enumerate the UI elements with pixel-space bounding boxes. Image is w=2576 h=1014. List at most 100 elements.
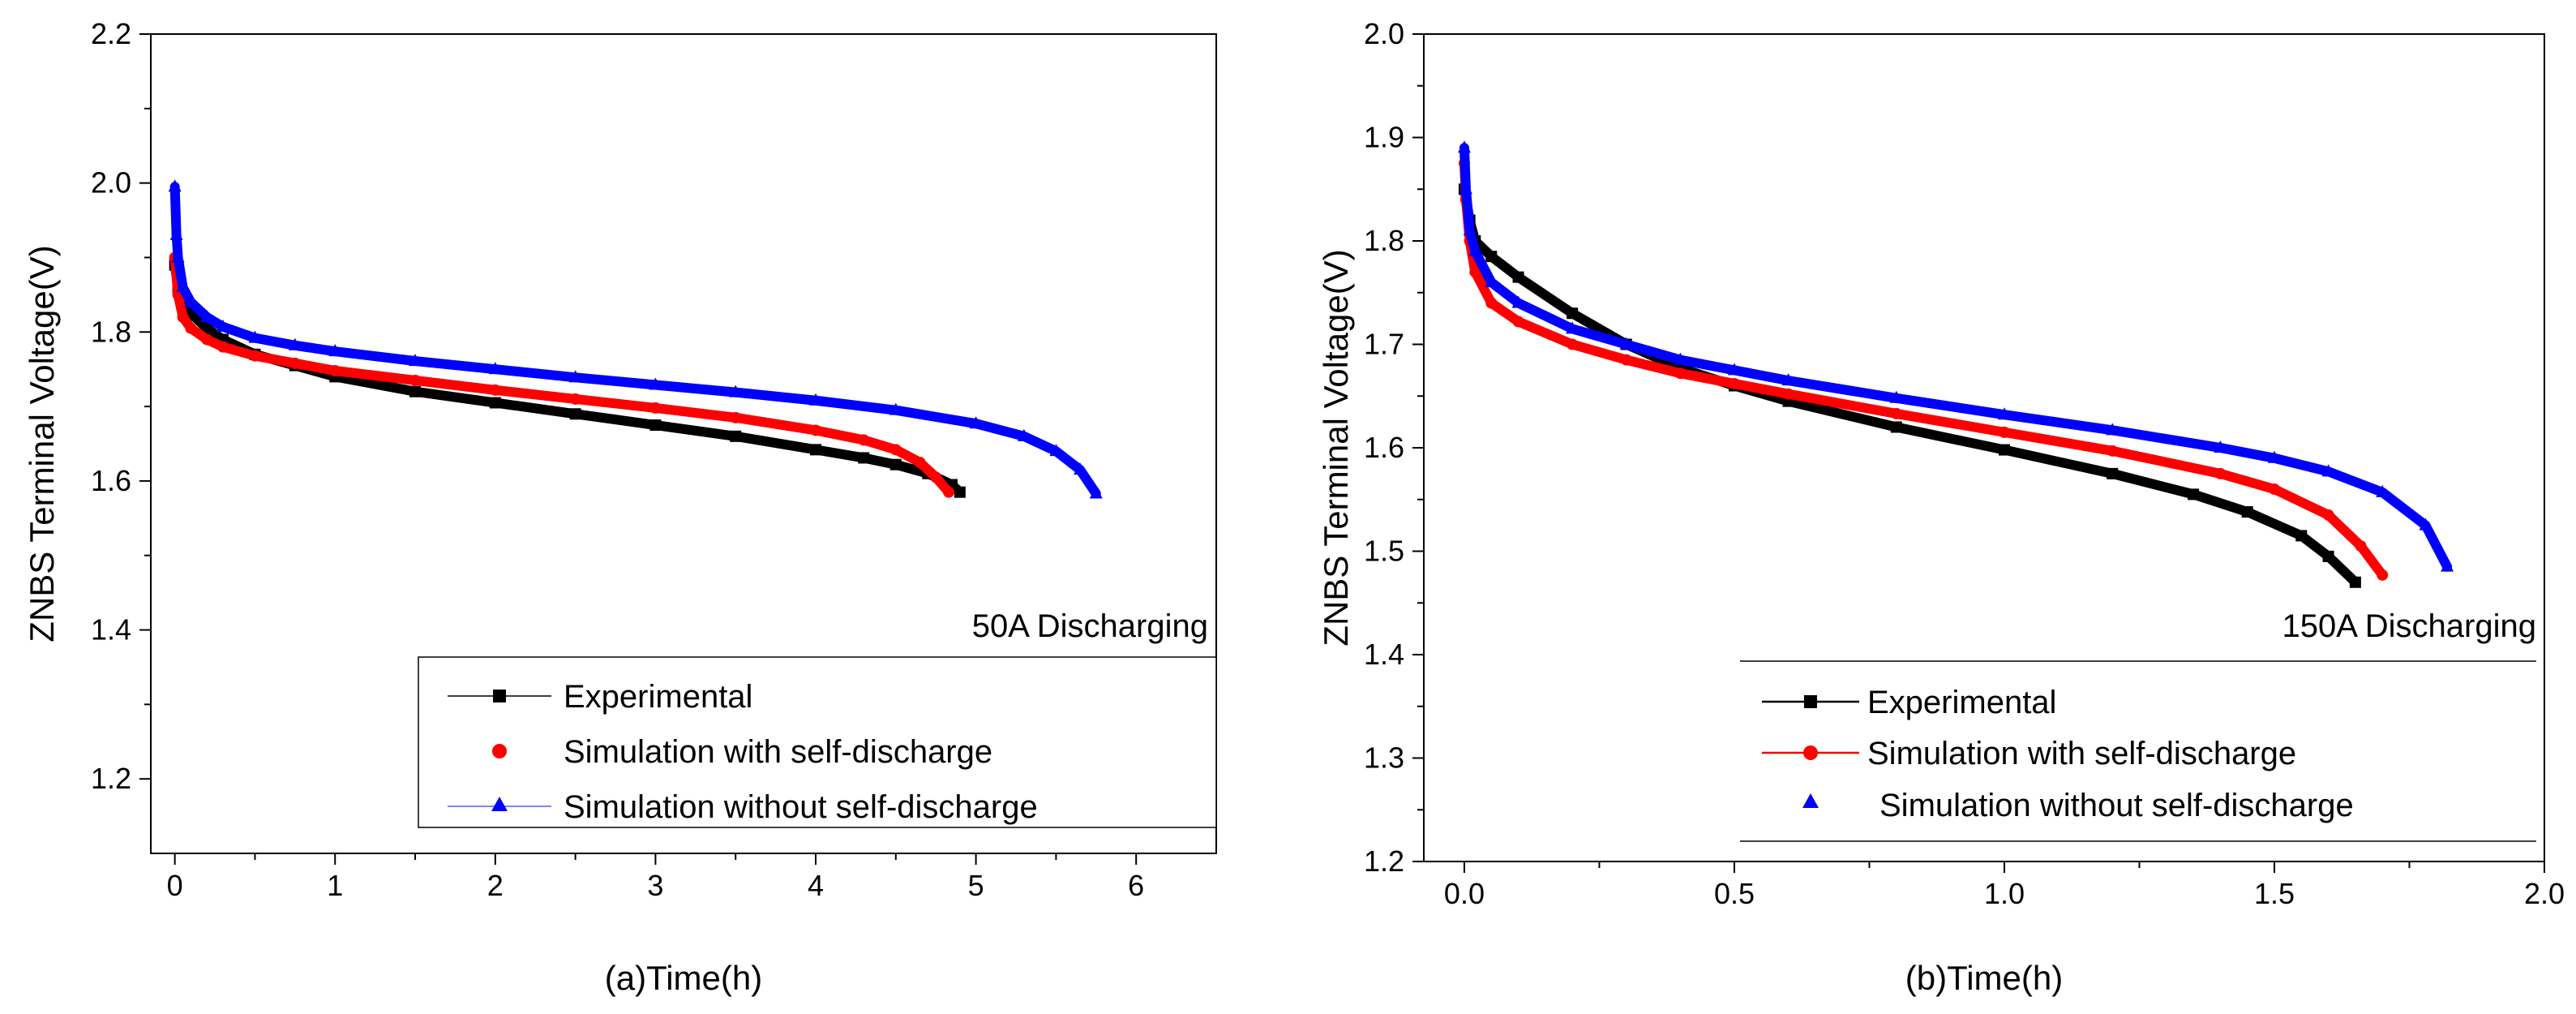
data-point <box>2419 518 2432 531</box>
x-axis-title: (a)Time(h) <box>605 959 762 997</box>
legend-marker-without-self-discharge <box>491 797 508 811</box>
data-point <box>1485 275 1498 287</box>
x-tick-label: 6 <box>1128 869 1144 902</box>
x-tick-label: 3 <box>647 869 663 902</box>
y-tick-label: 2.2 <box>91 17 131 50</box>
data-point <box>409 385 422 397</box>
data-point <box>2376 484 2390 497</box>
data-point <box>409 354 422 367</box>
legend-label-experimental: Experimental <box>564 679 752 715</box>
series-line-experimental <box>1459 184 2360 587</box>
discharging-annotation: 50A Discharging <box>972 608 1208 644</box>
data-point <box>1997 407 2011 420</box>
data-point <box>489 397 501 409</box>
series-layer <box>1457 140 2454 588</box>
plot-area: 0 1 2 3 4 5 6 1.2 1.4 1.6 1.8 2.0 2.2 <box>91 17 1217 902</box>
data-point <box>2107 445 2119 457</box>
chart-panel-a: 0 1 2 3 4 5 6 1.2 1.4 1.6 1.8 2.0 2.2 (a)Time(h) ZN… <box>23 17 1217 997</box>
data-point <box>889 444 902 456</box>
data-point <box>289 357 301 369</box>
data-point <box>649 377 662 390</box>
data-point <box>730 430 742 442</box>
series-simulation-with-self-discharge <box>169 251 955 498</box>
data-point <box>328 344 342 357</box>
legend-label-without-self-discharge: Simulation without self-discharge <box>564 789 1038 825</box>
data-point <box>2107 467 2119 479</box>
data-point <box>914 456 926 468</box>
data-point <box>2355 540 2367 552</box>
data-point <box>1074 462 1087 475</box>
data-point <box>1485 297 1498 309</box>
y-tick-label: 2.0 <box>91 166 131 200</box>
data-point <box>2214 467 2227 479</box>
series-layer <box>168 179 1103 499</box>
data-point <box>729 385 743 397</box>
y-axis-title: ZNBS Terminal Voltage(V) <box>23 245 61 642</box>
y-ticks: 1.2 1.3 1.4 1.5 1.6 1.7 1.8 1.9 2.0 <box>1364 17 1424 878</box>
data-point <box>569 408 581 420</box>
legend-entry-experimental: Experimental <box>448 679 752 715</box>
x-tick-label: 0 <box>167 869 183 902</box>
y-tick-label: 2.0 <box>1364 17 1404 50</box>
data-point <box>2214 440 2227 453</box>
x-tick-label: 2 <box>487 869 504 902</box>
data-point <box>288 337 302 350</box>
legend-entry-with-self-discharge: Simulation with self-discharge <box>492 734 992 770</box>
series-line-simulation-without-self-discharge <box>1459 143 2453 572</box>
legend-label-with-self-discharge: Simulation with self-discharge <box>1867 736 2296 771</box>
data-point <box>2322 509 2334 521</box>
data-point <box>2268 483 2280 495</box>
legend: Experimental Simulation with self-discha… <box>418 656 1217 828</box>
data-point <box>1511 295 1525 308</box>
data-point <box>1728 377 1740 389</box>
data-point <box>1620 354 1632 366</box>
data-point <box>930 471 942 483</box>
data-point <box>248 330 262 343</box>
y-tick-label: 1.3 <box>1364 741 1404 775</box>
data-point <box>2188 488 2200 501</box>
data-point <box>201 333 213 346</box>
series-experimental <box>1458 183 2361 588</box>
legend-label-without-self-discharge: Simulation without self-discharge <box>1879 788 2354 823</box>
data-point <box>1512 316 1524 328</box>
data-point <box>810 424 822 436</box>
data-point <box>2321 464 2335 477</box>
data-point <box>329 365 341 377</box>
y-ticks: 1.2 1.4 1.6 1.8 2.0 2.2 <box>91 17 151 795</box>
data-point <box>1674 352 1687 365</box>
data-point <box>889 458 902 470</box>
data-point <box>409 374 422 386</box>
data-point <box>200 309 214 322</box>
legend-box <box>1740 661 2536 841</box>
data-point <box>1457 140 1471 153</box>
data-point <box>858 434 870 446</box>
data-point <box>1567 307 1579 320</box>
data-point <box>954 486 966 498</box>
data-point <box>1049 444 1063 457</box>
data-point <box>649 402 662 414</box>
data-point <box>889 402 902 415</box>
data-point <box>2267 450 2281 463</box>
x-tick-label: 5 <box>968 869 984 902</box>
y-axis-title: ZNBS Terminal Voltage(V) <box>1317 249 1355 646</box>
data-point <box>184 294 198 307</box>
legend-marker-experimental <box>1804 695 1817 708</box>
data-point <box>1727 363 1741 376</box>
data-point <box>943 486 955 498</box>
x-tick-label: 1.5 <box>2254 877 2295 910</box>
legend: Experimental Simulation with self-discha… <box>1740 660 2536 842</box>
data-point <box>1674 367 1687 380</box>
legend-label-with-self-discharge: Simulation with self-discharge <box>564 734 992 770</box>
data-point <box>809 393 823 406</box>
data-point <box>489 384 501 396</box>
data-point <box>858 452 870 464</box>
data-point <box>810 444 822 456</box>
data-point <box>649 419 662 432</box>
y-tick-label: 1.2 <box>91 762 131 795</box>
data-point <box>1017 428 1031 441</box>
y-tick-label: 1.4 <box>1364 638 1404 671</box>
data-point <box>1889 390 1903 403</box>
data-point <box>169 227 183 240</box>
data-point <box>1468 243 1482 256</box>
data-point <box>2295 530 2308 542</box>
